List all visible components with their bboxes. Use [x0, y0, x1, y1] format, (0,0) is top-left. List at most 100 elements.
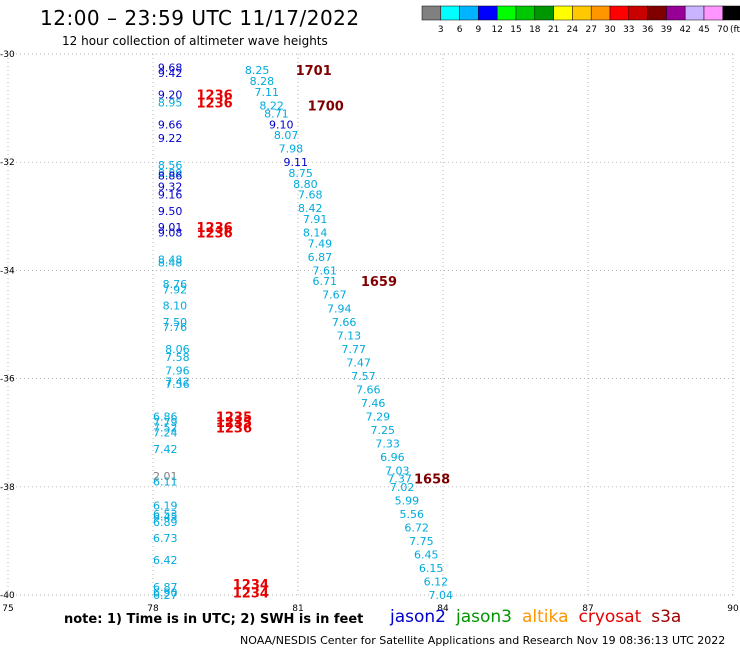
swh-value: 7.75	[409, 535, 434, 548]
colorbar-swatch	[609, 5, 630, 21]
colorbar-label: 24	[567, 25, 579, 35]
swh-value: 6.71	[313, 275, 338, 288]
swh-value: 8.48	[158, 254, 183, 267]
swh-points: 9.689.42 9.208.95 9.669.22 8.568.898.869.32…	[153, 62, 453, 602]
swh-value: 6.86	[153, 410, 178, 423]
swh-value: 2.01	[153, 470, 178, 483]
swh-value: 7.96	[165, 364, 190, 377]
time-label: 1234	[233, 578, 269, 593]
swh-value: 7.03	[385, 465, 410, 478]
colorbar-swatch	[440, 5, 460, 21]
x-tick-label: 87	[582, 604, 593, 614]
swh-value: 7.04	[429, 589, 454, 602]
swh-value: 7.66	[332, 316, 357, 329]
swh-value: 6.89	[153, 516, 178, 529]
swh-value: 5.99	[395, 494, 420, 507]
x-tick-label: 84	[437, 604, 449, 614]
swh-value: 7.56	[165, 378, 190, 391]
satellite-legend-s3a: s3a	[651, 607, 682, 627]
swh-value: 7.76	[163, 321, 188, 334]
swh-value: 6.19	[153, 500, 178, 513]
satellite-legend-cryosat: cryosat	[578, 607, 642, 627]
colorbar-label: 15	[510, 25, 521, 35]
swh-value: 8.14	[303, 227, 328, 240]
swh-value: 7.47	[346, 356, 371, 369]
swh-value: 8.89	[158, 167, 183, 180]
swh-value: 9.20	[158, 89, 183, 102]
colorbar-label: 18	[529, 25, 541, 35]
colorbar-swatch	[496, 5, 517, 21]
swh-value: 7.61	[313, 264, 338, 277]
swh-value: 7.52	[153, 421, 178, 434]
swh-value: 5.56	[400, 508, 425, 521]
colorbar-label: 30	[604, 25, 616, 35]
swh-value: 7.77	[342, 343, 367, 356]
swh-value: 9.16	[158, 189, 183, 202]
satellite-legend-jason2: jason2	[390, 607, 446, 627]
swh-value: 8.10	[163, 300, 188, 313]
swh-value: 6.45	[414, 548, 439, 561]
time-label: 1658	[414, 473, 450, 488]
colorbar-swatch	[534, 5, 554, 21]
y-tick-label: -36	[0, 375, 15, 385]
time-label: 1236	[216, 421, 252, 436]
swh-value: 7.67	[322, 289, 347, 302]
swh-value: 8.80	[293, 178, 318, 191]
colorbar-swatch	[722, 5, 740, 21]
colorbar-label: 6	[457, 25, 463, 35]
satellite-legend-jason3: jason3	[456, 607, 512, 627]
colorbar-swatch	[647, 5, 667, 21]
swh-value: 9.10	[269, 118, 294, 131]
swh-value: 8.95	[158, 97, 183, 110]
swh-value: 7.57	[351, 370, 376, 383]
time-label: 1659	[361, 275, 397, 290]
colorbar-swatch	[421, 5, 442, 21]
time-label: 1234	[233, 586, 269, 601]
y-tick-label: -32	[0, 158, 15, 168]
colorbar-swatch	[590, 5, 611, 21]
colorbar-label: 33	[623, 25, 634, 35]
map-axes: 75 78 81 84 87 90 -30 -32 -34 -36 -38 -40	[0, 50, 739, 614]
colorbar-swatch	[478, 5, 498, 21]
colorbar-label: 3	[438, 25, 444, 35]
colorbar-swatch	[628, 5, 648, 21]
swh-value: 9.66	[158, 118, 183, 131]
swh-value: 8.06	[165, 343, 190, 356]
x-tick-label: 90	[727, 604, 739, 614]
x-tick-label: 75	[2, 604, 13, 614]
swh-value: 7.24	[153, 427, 178, 440]
swh-value: 9.08	[158, 227, 183, 240]
page-subtitle: 12 hour collection of altimeter wave hei…	[62, 34, 328, 48]
swh-value: 7.49	[308, 237, 333, 250]
swh-value: 8.75	[288, 167, 313, 180]
credit-line: NOAA/NESDIS Center for Satellite Applica…	[240, 634, 726, 647]
swh-value: 8.28	[250, 75, 275, 88]
swh-value: 7.02	[390, 481, 415, 494]
swh-value: 6.45	[153, 511, 178, 524]
swh-value: 8.25	[245, 64, 269, 77]
satellite-legend: jason2 jason3 altika cryosat s3a	[390, 607, 691, 627]
page-title: 12:00 – 23:59 UTC 11/17/2022	[40, 6, 360, 30]
swh-value: 7.66	[356, 383, 381, 396]
colorbar-swatch	[553, 5, 573, 21]
colorbar-label: 36	[642, 25, 654, 35]
colorbar-label: 42	[679, 25, 690, 35]
swh-value: 8.07	[274, 129, 299, 142]
swh-value: 6.11	[153, 475, 178, 488]
colorbar-label: 70	[717, 25, 729, 35]
swh-value: 7.29	[366, 410, 391, 423]
swh-value: 8.76	[163, 278, 188, 291]
map-grid	[7, 53, 734, 596]
swh-value: 7.79	[153, 416, 178, 429]
colorbar-label: 27	[585, 25, 596, 35]
swh-value: 6.53	[153, 508, 178, 521]
colorbar-swatch	[684, 5, 705, 21]
swh-value: 7.42	[165, 375, 190, 388]
swh-value: 8.86	[158, 170, 183, 183]
y-tick-label: -30	[0, 50, 15, 60]
colorbar-label: 39	[661, 25, 673, 35]
colorbar-swatch	[703, 5, 724, 21]
colorbar-label: 9	[476, 25, 482, 35]
swh-value: 9.11	[284, 156, 309, 169]
